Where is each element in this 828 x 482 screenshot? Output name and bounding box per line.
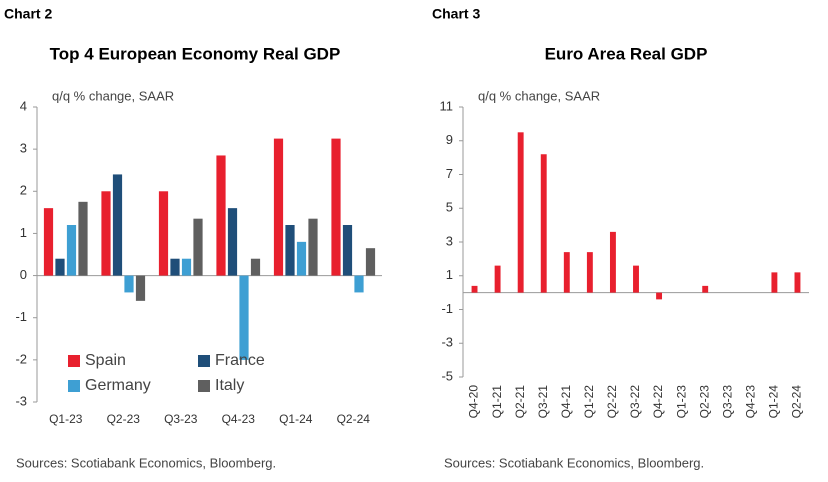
y-tick-label: -2 xyxy=(15,351,27,366)
bar xyxy=(124,275,134,293)
chart-title: Euro Area Real GDP xyxy=(545,44,708,63)
x-tick-label: Q1-23 xyxy=(674,385,688,419)
bar xyxy=(794,272,801,293)
bar xyxy=(158,191,169,276)
bar xyxy=(702,285,709,293)
x-tick-label: Q4-23 xyxy=(222,412,256,426)
legend-label: France xyxy=(215,352,265,369)
bar xyxy=(227,208,238,276)
bar xyxy=(354,275,364,293)
y-tick-label: 11 xyxy=(440,98,454,113)
legend-label: Spain xyxy=(85,352,126,369)
bar xyxy=(471,285,478,293)
bar xyxy=(112,174,123,276)
chart-label: Chart 3 xyxy=(432,6,480,22)
bar xyxy=(656,292,663,300)
y-tick-label: 2 xyxy=(20,183,27,198)
y-tick-label: 7 xyxy=(446,166,453,181)
y-tick-label: -3 xyxy=(15,393,27,408)
bar xyxy=(771,272,778,293)
y-tick-label: -3 xyxy=(441,335,453,350)
bar xyxy=(331,138,341,276)
y-tick-label: 3 xyxy=(446,233,453,248)
x-tick-label: Q2-23 xyxy=(107,412,141,426)
bar xyxy=(43,208,54,276)
legend-label: Germany xyxy=(85,377,151,394)
x-tick-label: Q3-23 xyxy=(164,412,198,426)
x-tick-label: Q2-24 xyxy=(337,412,371,426)
legend-label: Italy xyxy=(215,377,244,394)
x-tick-label: Q4-22 xyxy=(651,385,665,419)
y-tick-label: 3 xyxy=(20,141,27,156)
bar xyxy=(308,218,318,276)
x-tick-label: Q1-24 xyxy=(767,385,781,419)
x-tick-label: Q2-21 xyxy=(513,385,527,419)
bar xyxy=(135,275,146,301)
x-tick-label: Q4-20 xyxy=(467,385,481,419)
bar xyxy=(250,258,261,276)
bar xyxy=(285,225,295,276)
y-tick-label: 1 xyxy=(20,225,27,240)
y-tick-label: -5 xyxy=(441,368,453,383)
x-tick-label: Q1-24 xyxy=(279,412,313,426)
bar xyxy=(216,155,226,276)
bar xyxy=(273,138,284,276)
bar xyxy=(55,258,65,276)
x-tick-label: Q2-24 xyxy=(790,385,804,419)
legend-swatch xyxy=(68,380,80,392)
bar xyxy=(239,275,249,360)
legend-swatch xyxy=(198,380,210,392)
bar xyxy=(563,252,570,293)
x-tick-label: Q4-21 xyxy=(559,385,573,419)
bar xyxy=(66,225,77,276)
bar xyxy=(494,265,501,293)
x-tick-label: Q2-22 xyxy=(605,385,619,419)
bar xyxy=(365,248,376,276)
x-tick-label: Q3-23 xyxy=(720,385,734,419)
bar xyxy=(609,231,616,293)
x-tick-label: Q3-22 xyxy=(628,385,642,419)
bar xyxy=(101,191,111,276)
bar xyxy=(193,218,203,276)
bar xyxy=(586,252,593,293)
y-tick-label: 9 xyxy=(446,132,453,147)
y-tick-label: 1 xyxy=(446,267,453,282)
legend-swatch xyxy=(68,355,80,367)
x-tick-label: Q1-22 xyxy=(582,385,596,419)
chart-label: Chart 2 xyxy=(4,6,52,22)
x-tick-label: Q2-23 xyxy=(697,385,711,419)
bar xyxy=(296,241,307,276)
legend-swatch xyxy=(198,355,210,367)
y-axis-subtitle: q/q % change, SAAR xyxy=(52,88,174,103)
y-tick-label: -1 xyxy=(441,301,453,316)
y-tick-label: 4 xyxy=(20,98,27,113)
x-tick-label: Q1-21 xyxy=(490,385,504,419)
bar xyxy=(633,265,639,293)
bar xyxy=(78,201,88,276)
bar xyxy=(540,154,547,293)
y-tick-label: -1 xyxy=(15,309,27,324)
source: Sources: Scotiabank Economics, Bloomberg… xyxy=(16,455,276,470)
source: Sources: Scotiabank Economics, Bloomberg… xyxy=(444,455,704,470)
y-tick-label: 5 xyxy=(446,200,453,215)
x-tick-label: Q4-23 xyxy=(744,385,758,419)
x-tick-label: Q3-21 xyxy=(536,385,550,419)
bar xyxy=(342,225,353,276)
x-tick-label: Q1-23 xyxy=(49,412,83,426)
bar xyxy=(181,258,192,276)
bar xyxy=(170,258,180,276)
bar xyxy=(517,132,524,293)
chart-title: Top 4 European Economy Real GDP xyxy=(50,44,341,63)
y-tick-label: 0 xyxy=(20,267,27,282)
y-axis-subtitle: q/q % change, SAAR xyxy=(478,88,600,103)
